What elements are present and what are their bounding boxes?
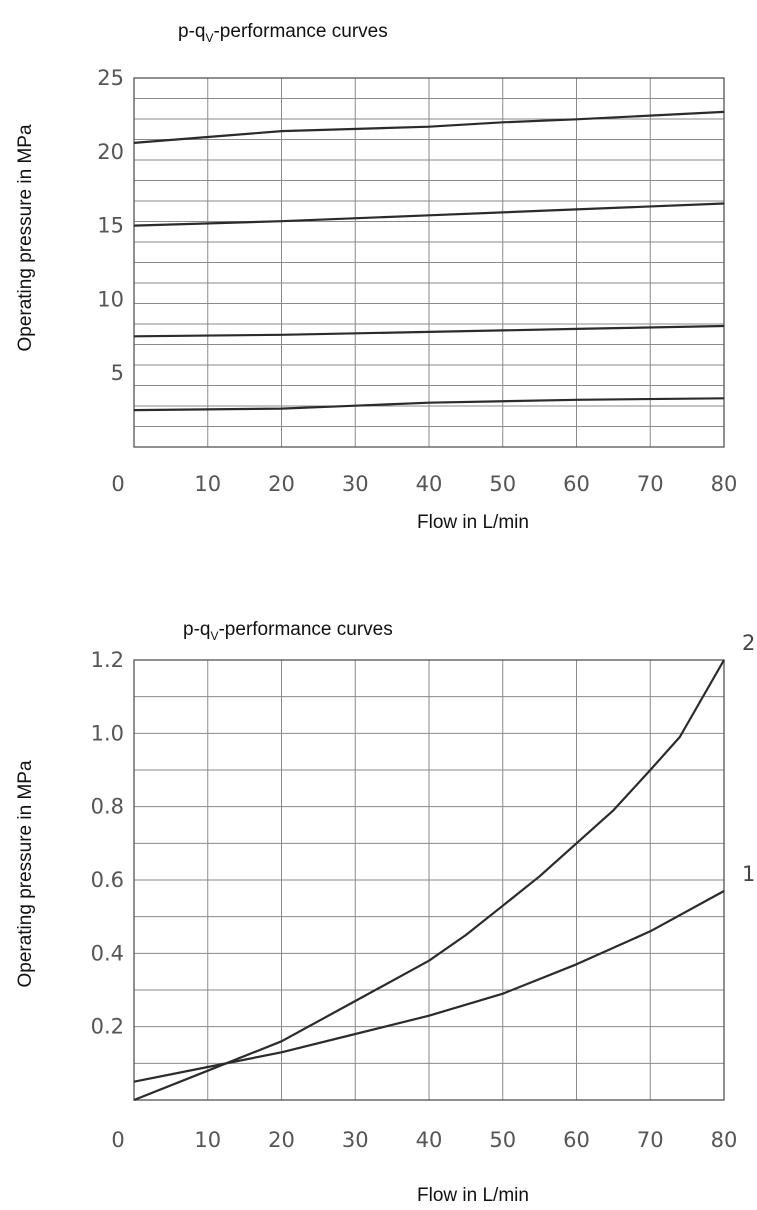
chart-2-grid — [133, 659, 725, 1101]
x-tick-label: 10 — [194, 1128, 221, 1152]
y-tick-label: 0.4 — [91, 941, 124, 965]
y-tick-label: 0.2 — [91, 1015, 124, 1039]
x-tick-label: 40 — [416, 472, 443, 496]
chart-1-title: p-qV-performance curves — [178, 21, 388, 45]
x-tick-label: 0 — [111, 472, 124, 496]
x-tick-label: 50 — [489, 1128, 516, 1152]
x-tick-label: 50 — [489, 472, 516, 496]
series-line-3 — [133, 202, 725, 227]
chart-2-series: 12 — [133, 631, 755, 1102]
series-line-2 — [133, 324, 725, 338]
chart-2-ticks: 0 10 20 30 40 50 60 70 80 0.2 0.4 0.6 0.8 1.0 1.2 — [91, 648, 738, 1152]
chart-2-y-axis-label: Operating pressure in MPa — [15, 760, 36, 987]
x-tick-label: 70 — [637, 1128, 664, 1152]
y-tick-label: 20 — [97, 140, 124, 164]
x-tick-label: 80 — [711, 1128, 738, 1152]
plot-frame — [133, 659, 725, 1101]
series-label-1: 1 — [742, 862, 755, 886]
chart-1-y-axis-label: Operating pressure in MPa — [15, 124, 36, 351]
series-line-2 — [133, 659, 725, 1102]
chart-1-grid — [133, 77, 725, 448]
series-line-4 — [133, 110, 725, 144]
x-tick-label: 40 — [416, 1128, 443, 1152]
series-line-1 — [133, 397, 725, 412]
chart-2-x-axis-label: Flow in L/min — [417, 1185, 529, 1206]
chart-2-title: p-qV-performance curves — [183, 619, 393, 643]
series-label-2: 2 — [742, 631, 755, 655]
chart-2: p-qV-performance curves Operating pressu… — [15, 619, 755, 1206]
x-tick-label: 60 — [563, 472, 590, 496]
y-tick-label: 15 — [97, 214, 124, 238]
x-tick-label: 30 — [342, 1128, 369, 1152]
y-tick-label: 25 — [97, 66, 124, 90]
plot-frame — [133, 77, 725, 448]
x-tick-label: 60 — [563, 1128, 590, 1152]
x-tick-label: 80 — [711, 472, 738, 496]
chart-1-ticks: 0 10 20 30 40 50 60 70 80 5 10 15 20 25 — [97, 66, 737, 496]
x-tick-label: 10 — [194, 472, 221, 496]
x-tick-label: 0 — [111, 1128, 124, 1152]
chart-1-series — [133, 110, 725, 412]
y-tick-label: 10 — [97, 287, 124, 311]
y-tick-label: 5 — [111, 361, 124, 385]
y-tick-label: 1.2 — [91, 648, 124, 672]
chart-1: p-qV-performance curves Operating pressu… — [15, 21, 737, 533]
x-tick-label: 20 — [268, 472, 295, 496]
y-tick-label: 1.0 — [91, 721, 124, 745]
x-tick-label: 70 — [637, 472, 664, 496]
x-tick-label: 30 — [342, 472, 369, 496]
series-line-1 — [133, 890, 725, 1083]
y-tick-label: 0.6 — [91, 868, 124, 892]
y-tick-label: 0.8 — [91, 795, 124, 819]
chart-1-x-axis-label: Flow in L/min — [417, 512, 529, 533]
x-tick-label: 20 — [268, 1128, 295, 1152]
